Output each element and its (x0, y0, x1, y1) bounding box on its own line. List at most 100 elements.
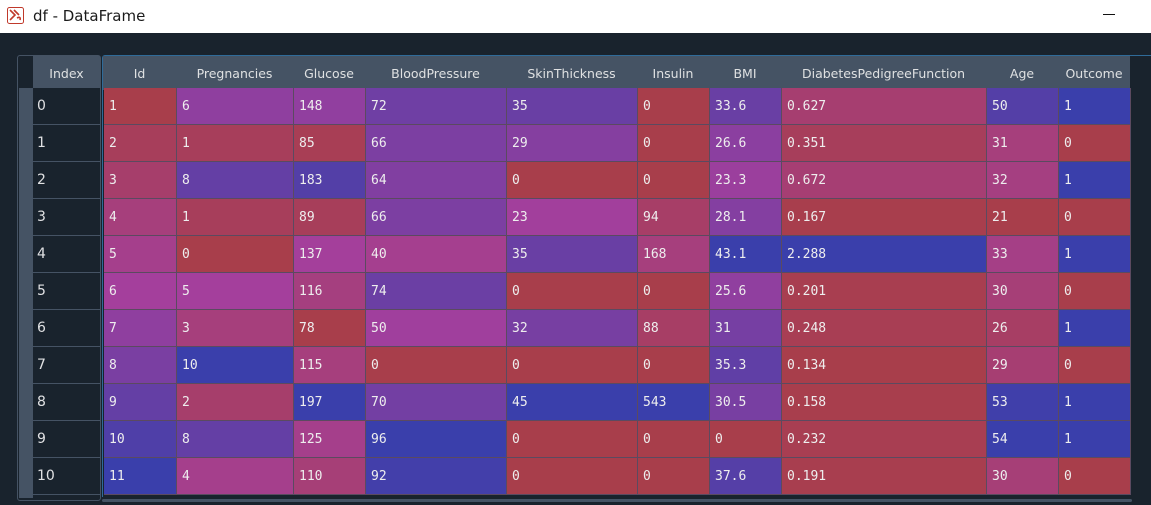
cell-outcome[interactable]: 1 (1059, 310, 1131, 347)
cell-diabetespedigreefunction[interactable]: 0.351 (782, 125, 987, 162)
column-header-insulin[interactable]: Insulin (637, 56, 710, 90)
cell-skinthickness[interactable]: 45 (507, 384, 638, 421)
cell-diabetespedigreefunction[interactable]: 0.627 (782, 88, 987, 125)
cell-insulin[interactable]: 0 (638, 125, 710, 162)
cell-id[interactable]: 5 (104, 236, 177, 273)
cell-glucose[interactable]: 85 (294, 125, 366, 162)
cell-age[interactable]: 31 (987, 125, 1059, 162)
row-index[interactable]: 5 (33, 273, 100, 310)
cell-age[interactable]: 54 (987, 421, 1059, 458)
column-header-glucose[interactable]: Glucose (293, 56, 366, 90)
cell-bloodpressure[interactable]: 50 (366, 310, 507, 347)
cell-pregnancies[interactable]: 4 (177, 458, 294, 495)
cell-id[interactable]: 7 (104, 310, 177, 347)
cell-insulin[interactable]: 94 (638, 199, 710, 236)
cell-bloodpressure[interactable]: 74 (366, 273, 507, 310)
cell-pregnancies[interactable]: 2 (177, 384, 294, 421)
cell-bloodpressure[interactable]: 96 (366, 421, 507, 458)
cell-pregnancies[interactable]: 8 (177, 421, 294, 458)
cell-id[interactable]: 6 (104, 273, 177, 310)
cell-id[interactable]: 3 (104, 162, 177, 199)
cell-age[interactable]: 30 (987, 273, 1059, 310)
cell-skinthickness[interactable]: 0 (507, 273, 638, 310)
cell-diabetespedigreefunction[interactable]: 0.167 (782, 199, 987, 236)
row-index[interactable]: 2 (33, 162, 100, 199)
cell-skinthickness[interactable]: 23 (507, 199, 638, 236)
cell-skinthickness[interactable]: 0 (507, 347, 638, 384)
cell-glucose[interactable]: 110 (294, 458, 366, 495)
cell-insulin[interactable]: 88 (638, 310, 710, 347)
cell-bmi[interactable]: 23.3 (710, 162, 782, 199)
column-header-diabetespedigreefunction[interactable]: DiabetesPedigreeFunction (781, 56, 987, 90)
horizontal-scrollbar-thumb[interactable] (102, 499, 1132, 502)
cell-bmi[interactable]: 0 (710, 421, 782, 458)
cell-skinthickness[interactable]: 0 (507, 458, 638, 495)
cell-glucose[interactable]: 125 (294, 421, 366, 458)
cell-bmi[interactable]: 26.6 (710, 125, 782, 162)
cell-id[interactable]: 2 (104, 125, 177, 162)
cell-age[interactable]: 32 (987, 162, 1059, 199)
cell-skinthickness[interactable]: 35 (507, 88, 638, 125)
cell-bloodpressure[interactable]: 0 (366, 347, 507, 384)
cell-glucose[interactable]: 116 (294, 273, 366, 310)
cell-outcome[interactable]: 1 (1059, 88, 1131, 125)
cell-id[interactable]: 4 (104, 199, 177, 236)
cell-age[interactable]: 53 (987, 384, 1059, 421)
cell-pregnancies[interactable]: 5 (177, 273, 294, 310)
cell-id[interactable]: 10 (104, 421, 177, 458)
cell-outcome[interactable]: 1 (1059, 421, 1131, 458)
cell-id[interactable]: 1 (104, 88, 177, 125)
minimize-button[interactable] (1092, 0, 1128, 33)
cell-id[interactable]: 9 (104, 384, 177, 421)
cell-diabetespedigreefunction[interactable]: 0.158 (782, 384, 987, 421)
column-header-bmi[interactable]: BMI (709, 56, 782, 90)
cell-pregnancies[interactable]: 1 (177, 199, 294, 236)
cell-id[interactable]: 11 (104, 458, 177, 495)
cell-bloodpressure[interactable]: 70 (366, 384, 507, 421)
cell-age[interactable]: 29 (987, 347, 1059, 384)
cell-bmi[interactable]: 37.6 (710, 458, 782, 495)
cell-bmi[interactable]: 43.1 (710, 236, 782, 273)
cell-bmi[interactable]: 30.5 (710, 384, 782, 421)
row-index[interactable]: 1 (33, 125, 100, 162)
cell-glucose[interactable]: 89 (294, 199, 366, 236)
cell-age[interactable]: 33 (987, 236, 1059, 273)
cell-diabetespedigreefunction[interactable]: 0.248 (782, 310, 987, 347)
cell-id[interactable]: 8 (104, 347, 177, 384)
cell-bloodpressure[interactable]: 40 (366, 236, 507, 273)
cell-diabetespedigreefunction[interactable]: 0.672 (782, 162, 987, 199)
cell-age[interactable]: 30 (987, 458, 1059, 495)
row-index[interactable]: 0 (33, 88, 100, 125)
cell-age[interactable]: 21 (987, 199, 1059, 236)
row-index[interactable]: 7 (33, 347, 100, 384)
cell-diabetespedigreefunction[interactable]: 0.201 (782, 273, 987, 310)
cell-bmi[interactable]: 35.3 (710, 347, 782, 384)
column-header-age[interactable]: Age (986, 56, 1059, 90)
cell-glucose[interactable]: 78 (294, 310, 366, 347)
cell-age[interactable]: 26 (987, 310, 1059, 347)
cell-age[interactable]: 50 (987, 88, 1059, 125)
cell-outcome[interactable]: 0 (1059, 458, 1131, 495)
cell-diabetespedigreefunction[interactable]: 0.191 (782, 458, 987, 495)
row-index[interactable]: 6 (33, 310, 100, 347)
row-index[interactable]: 8 (33, 384, 100, 421)
row-index[interactable]: 9 (33, 421, 100, 458)
cell-bloodpressure[interactable]: 66 (366, 199, 507, 236)
cell-glucose[interactable]: 137 (294, 236, 366, 273)
cell-diabetespedigreefunction[interactable]: 0.134 (782, 347, 987, 384)
column-header-outcome[interactable]: Outcome (1058, 56, 1131, 90)
index-header[interactable]: Index (33, 56, 100, 90)
cell-outcome[interactable]: 0 (1059, 125, 1131, 162)
cell-insulin[interactable]: 168 (638, 236, 710, 273)
cell-skinthickness[interactable]: 32 (507, 310, 638, 347)
cell-bloodpressure[interactable]: 64 (366, 162, 507, 199)
cell-insulin[interactable]: 0 (638, 347, 710, 384)
cell-glucose[interactable]: 183 (294, 162, 366, 199)
row-index[interactable]: 10 (33, 458, 100, 495)
cell-glucose[interactable]: 197 (294, 384, 366, 421)
cell-insulin[interactable]: 543 (638, 384, 710, 421)
cell-glucose[interactable]: 115 (294, 347, 366, 384)
column-header-skinthickness[interactable]: SkinThickness (506, 56, 638, 90)
cell-bloodpressure[interactable]: 72 (366, 88, 507, 125)
row-selector-gutter[interactable] (19, 88, 33, 498)
